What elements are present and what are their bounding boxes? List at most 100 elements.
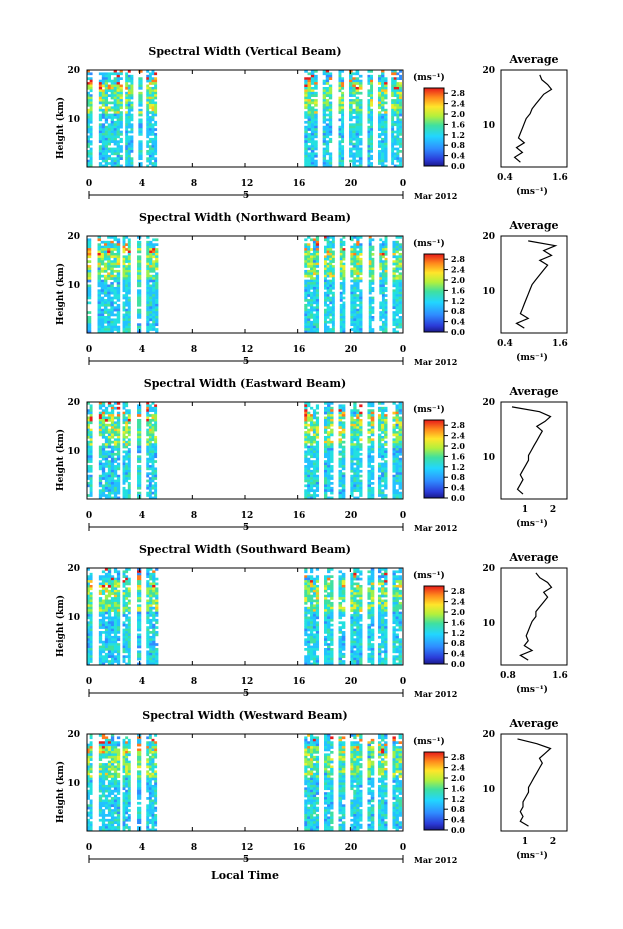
heatmap-cell: [310, 277, 314, 280]
heatmap-cell: [87, 633, 90, 637]
heatmap-cell: [338, 472, 343, 476]
heatmap-cell: [370, 91, 374, 95]
heatmap-cell: [116, 486, 121, 490]
heatmap-cell: [359, 245, 363, 249]
heatmap-cell: [328, 133, 333, 136]
heatmap-cell: [148, 145, 152, 148]
heatmap-cell: [384, 113, 388, 117]
average-profile: [511, 406, 552, 495]
heatmap-cell: [338, 438, 343, 442]
heatmap-cell: [322, 130, 327, 134]
heatmap-cell: [122, 313, 126, 317]
heatmap-cell: [89, 164, 93, 168]
heatmap-cell: [107, 584, 112, 588]
heatmap-cell: [338, 418, 343, 422]
heatmap-cell: [314, 103, 318, 107]
heatmap-cell: [149, 286, 153, 290]
heatmap-cell: [307, 584, 311, 588]
heatmap-cell: [367, 477, 372, 480]
heatmap-cell: [356, 426, 360, 429]
heatmap-cell: [125, 269, 129, 273]
x-tick-label: 1.6: [552, 339, 568, 349]
heatmap-cell: [127, 580, 131, 583]
x-tick-label: 12: [241, 511, 254, 521]
heatmap-cell: [97, 306, 102, 310]
y-tick-label: 10: [67, 281, 80, 291]
heatmap-cell: [395, 320, 399, 324]
heatmap-cell: [146, 140, 150, 144]
heatmap-cell: [359, 448, 363, 451]
heatmap-cell: [353, 267, 357, 271]
heatmap-cell: [110, 472, 115, 476]
heatmap-cell: [125, 580, 129, 583]
heatmap-cell: [89, 633, 93, 637]
heatmap-cell: [104, 597, 109, 600]
heatmap-cell: [98, 416, 103, 420]
heatmap-cell: [350, 303, 354, 307]
heatmap-cell: [127, 462, 131, 466]
heatmap-cell: [330, 489, 334, 493]
heatmap-cell: [98, 94, 103, 97]
heatmap-cell: [381, 472, 385, 476]
heatmap-cell: [396, 82, 400, 85]
heatmap-cell: [100, 274, 105, 278]
heatmap-cell: [310, 82, 315, 85]
heatmap-cell: [307, 323, 311, 327]
heatmap-cell: [324, 486, 328, 490]
heatmap-cell: [327, 411, 331, 415]
heatmap-cell: [146, 330, 150, 334]
heatmap-cell: [148, 494, 152, 497]
heatmap-cell: [100, 282, 105, 285]
heatmap-cell: [315, 460, 320, 463]
heatmap-cell: [107, 296, 111, 300]
heatmap-cell: [97, 320, 102, 324]
heatmap-cell: [127, 469, 131, 473]
heatmap-cell: [359, 236, 363, 239]
heatmap-cell: [125, 589, 129, 593]
heatmap-cell: [322, 89, 327, 93]
heatmap-cell: [98, 496, 103, 500]
heatmap-cell: [125, 604, 129, 608]
heatmap-cell: [384, 147, 388, 151]
heatmap-cell: [350, 255, 354, 259]
heatmap-cell: [155, 313, 159, 317]
heatmap-cell: [116, 311, 121, 314]
heatmap-cell: [101, 601, 106, 605]
heatmap-cell: [307, 140, 312, 144]
heatmap-cell: [127, 101, 131, 105]
heatmap-cell: [314, 74, 318, 78]
heatmap-cell: [107, 101, 111, 105]
heatmap-cell: [398, 316, 402, 319]
heatmap-cell: [304, 86, 308, 90]
heatmap-cell: [341, 106, 345, 110]
heatmap-cell: [107, 157, 111, 161]
heatmap-cell: [379, 328, 383, 331]
heatmap-cell: [327, 460, 331, 463]
heatmap-cell: [113, 84, 117, 88]
heatmap-cell: [137, 618, 142, 622]
heatmap-cell: [137, 438, 142, 442]
heatmap-cell: [393, 91, 397, 95]
heatmap-cell: [137, 296, 142, 300]
heatmap-cell: [101, 472, 106, 476]
heatmap-cell: [315, 597, 320, 600]
heatmap-cell: [138, 99, 143, 102]
heatmap-cell: [359, 469, 363, 473]
heatmap-cell: [125, 628, 129, 632]
heatmap-cell: [113, 599, 118, 603]
heatmap-cell: [398, 465, 402, 468]
heatmap-cell: [324, 426, 328, 429]
heatmap-cell: [110, 657, 115, 661]
heatmap-cell: [341, 457, 346, 461]
heatmap-cell: [330, 440, 334, 444]
y-tick-label: 20: [67, 66, 80, 76]
heatmap-cell: [358, 152, 363, 156]
x-tick-label: 0: [86, 345, 92, 355]
heatmap-cell: [122, 472, 126, 476]
heatmap-cell: [304, 294, 308, 297]
heatmap-cell: [116, 84, 120, 88]
heatmap-cell: [127, 108, 131, 112]
heatmap-cell: [98, 118, 103, 122]
heatmap-cell: [314, 118, 318, 122]
heatmap-cell: [392, 433, 396, 437]
